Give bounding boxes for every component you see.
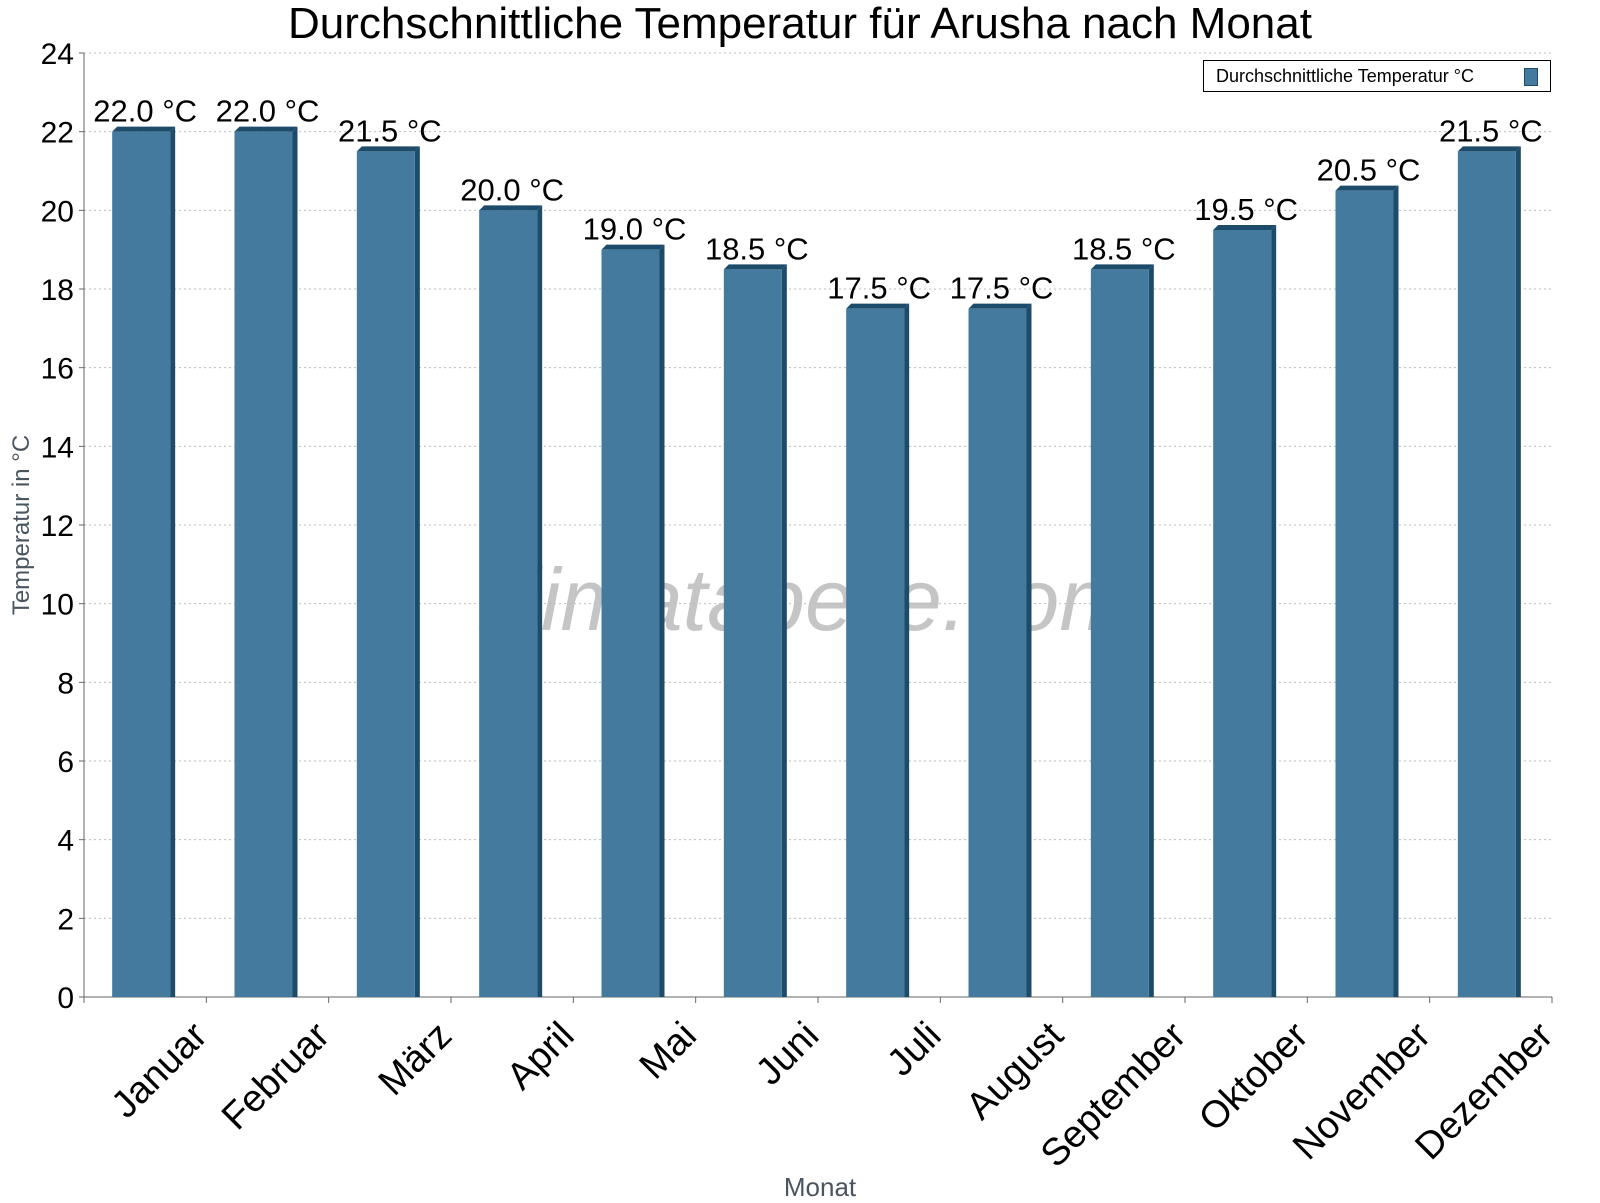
x-tick-label: Januar xyxy=(104,1014,216,1126)
bar-side xyxy=(537,205,543,998)
y-tick-label: 22 xyxy=(41,117,74,150)
bar xyxy=(1457,151,1516,998)
legend-label: Durchschnittliche Temperatur °C xyxy=(1216,66,1474,86)
y-tick-label: 24 xyxy=(41,38,74,71)
bar-side xyxy=(1271,225,1277,997)
bar-top xyxy=(479,205,543,211)
bar-side xyxy=(1393,185,1399,997)
bar xyxy=(846,308,905,998)
bar-top xyxy=(356,146,420,152)
data-label: 22.0 °C xyxy=(93,94,197,129)
bar-top xyxy=(112,126,176,132)
y-tick-label: 0 xyxy=(57,982,74,1015)
bar-side xyxy=(1026,303,1032,998)
data-label: 21.5 °C xyxy=(1439,113,1543,148)
y-tick-label: 4 xyxy=(57,825,74,858)
x-axis-label: Monat xyxy=(783,1172,857,1202)
bar xyxy=(1335,190,1394,997)
bar-top xyxy=(601,244,665,250)
y-axis-label: Temperatur in °C xyxy=(8,434,35,616)
legend-swatch xyxy=(1524,68,1538,86)
bar xyxy=(234,131,293,997)
bar-side xyxy=(414,146,420,998)
x-tick-label: April xyxy=(499,1014,582,1097)
bar xyxy=(723,269,782,997)
x-tick-label: Mai xyxy=(632,1014,705,1087)
data-label: 20.0 °C xyxy=(460,172,564,207)
bar-side xyxy=(292,126,298,997)
y-tick-label: 18 xyxy=(41,274,74,307)
data-label: 22.0 °C xyxy=(216,94,320,129)
data-label: 18.5 °C xyxy=(1072,231,1176,266)
bar xyxy=(356,151,415,998)
bar-side xyxy=(904,303,910,998)
bar-side xyxy=(1148,264,1154,997)
bar-top xyxy=(1335,185,1399,191)
x-tick-label: Juli xyxy=(879,1014,949,1084)
y-tick-label: 8 xyxy=(57,667,74,700)
data-label: 17.5 °C xyxy=(950,271,1054,306)
data-label: 19.5 °C xyxy=(1194,192,1298,227)
bar-top xyxy=(234,126,298,132)
data-label: 19.0 °C xyxy=(583,212,687,247)
y-tick-label: 16 xyxy=(41,353,74,386)
bar-side xyxy=(170,126,176,997)
x-tick-label: März xyxy=(371,1014,460,1103)
y-tick-label: 10 xyxy=(41,589,74,622)
y-tick-label: 20 xyxy=(41,195,74,228)
y-tick-label: 2 xyxy=(57,903,74,936)
bar xyxy=(1213,230,1272,997)
x-tick-label: August xyxy=(958,1014,1072,1128)
bar-top xyxy=(846,303,910,309)
data-label: 20.5 °C xyxy=(1317,153,1421,188)
bar xyxy=(479,210,538,998)
bar-side xyxy=(659,244,665,997)
bar-top xyxy=(1090,264,1154,270)
bar-side xyxy=(781,264,787,997)
data-label: 18.5 °C xyxy=(705,231,809,266)
y-tick-label: 6 xyxy=(57,746,74,779)
chart-title: Durchschnittliche Temperatur für Arusha … xyxy=(288,0,1312,48)
x-tick-label: Juni xyxy=(748,1014,827,1093)
bar-top xyxy=(1213,225,1277,230)
bar xyxy=(601,249,660,997)
bar xyxy=(112,131,171,997)
bar-top xyxy=(968,303,1032,309)
x-tick-label: Februar xyxy=(214,1014,338,1138)
bar xyxy=(968,308,1027,998)
bar xyxy=(1090,269,1149,997)
data-label: 17.5 °C xyxy=(827,271,931,306)
y-tick-label: 14 xyxy=(41,431,74,464)
data-label: 21.5 °C xyxy=(338,113,442,148)
y-tick-label: 12 xyxy=(41,510,74,543)
bar-side xyxy=(1515,146,1521,998)
bar-top xyxy=(723,264,787,270)
legend: Durchschnittliche Temperatur °C xyxy=(1203,60,1551,92)
x-tick-label: Oktober xyxy=(1191,1014,1317,1140)
bar-top xyxy=(1457,146,1521,152)
